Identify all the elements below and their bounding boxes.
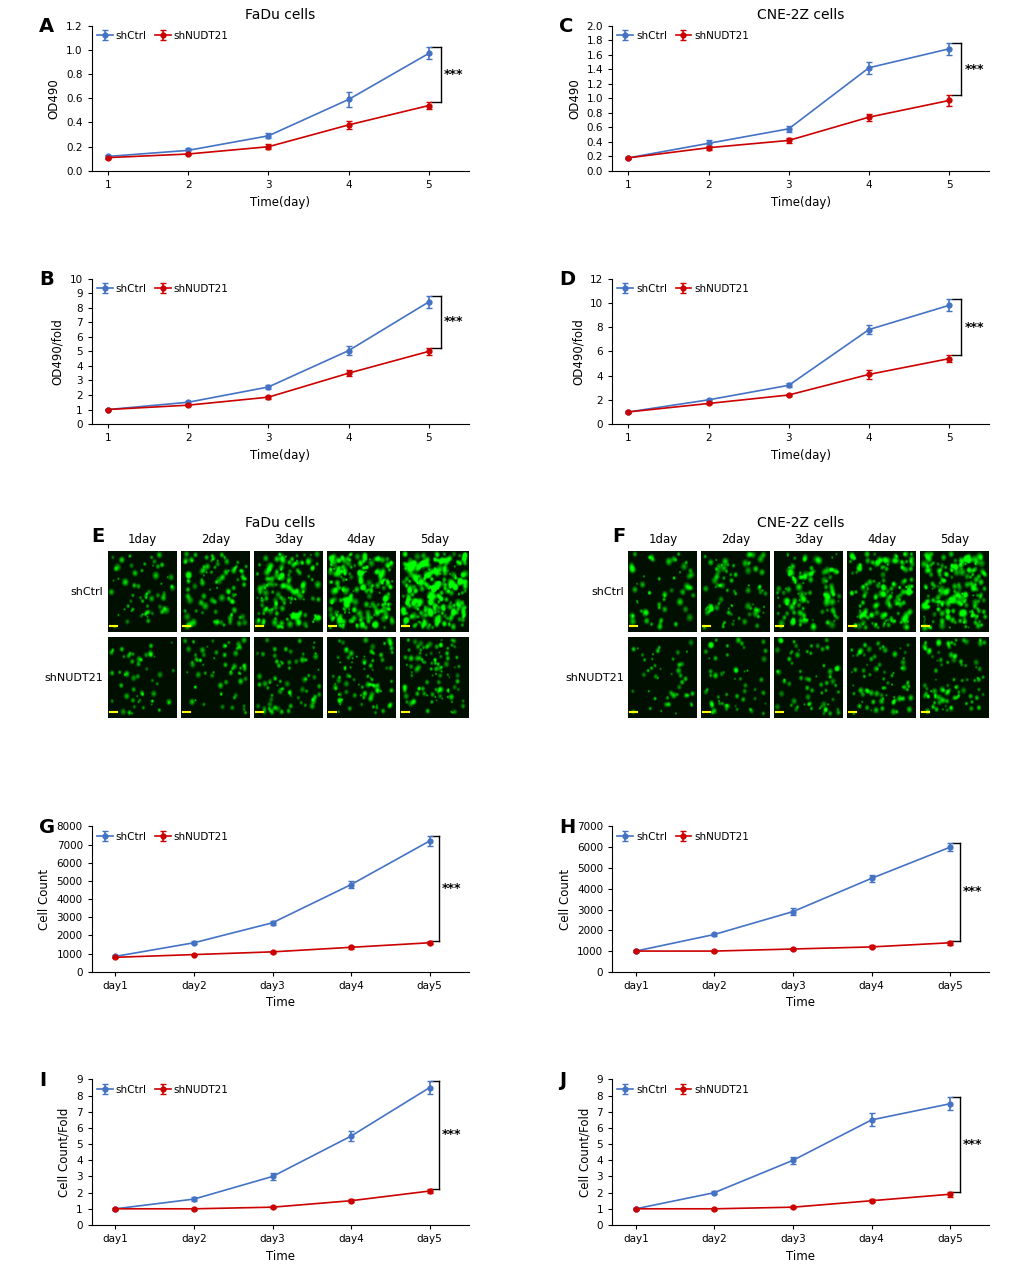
Text: F: F bbox=[611, 527, 625, 546]
Text: ***: *** bbox=[962, 1138, 981, 1151]
Y-axis label: OD490/fold: OD490/fold bbox=[51, 318, 64, 385]
Text: 3day: 3day bbox=[273, 532, 303, 546]
Text: shNUDT21: shNUDT21 bbox=[45, 672, 104, 683]
Text: shNUDT21: shNUDT21 bbox=[565, 672, 624, 683]
X-axis label: Time: Time bbox=[266, 1249, 294, 1262]
Legend: shCtrl, shNUDT21: shCtrl, shNUDT21 bbox=[616, 31, 748, 41]
Legend: shCtrl, shNUDT21: shCtrl, shNUDT21 bbox=[616, 832, 748, 842]
Text: ***: *** bbox=[443, 315, 463, 328]
Legend: shCtrl, shNUDT21: shCtrl, shNUDT21 bbox=[616, 283, 748, 293]
Text: 1day: 1day bbox=[127, 532, 157, 546]
Text: E: E bbox=[92, 527, 105, 546]
Y-axis label: OD490: OD490 bbox=[48, 78, 60, 119]
Text: I: I bbox=[39, 1071, 46, 1090]
X-axis label: Time(day): Time(day) bbox=[250, 449, 310, 462]
Text: ***: *** bbox=[443, 68, 463, 82]
X-axis label: Time(day): Time(day) bbox=[770, 195, 830, 208]
Text: G: G bbox=[39, 818, 55, 837]
Text: H: H bbox=[558, 818, 575, 837]
Text: ***: *** bbox=[962, 886, 981, 898]
Text: CNE-2Z cells: CNE-2Z cells bbox=[756, 516, 844, 530]
X-axis label: Time(day): Time(day) bbox=[250, 195, 310, 208]
X-axis label: Time: Time bbox=[786, 1249, 814, 1262]
Text: ***: *** bbox=[964, 320, 983, 333]
Title: FaDu cells: FaDu cells bbox=[245, 8, 315, 22]
Text: 5day: 5day bbox=[419, 532, 448, 546]
Title: CNE-2Z cells: CNE-2Z cells bbox=[756, 8, 844, 22]
Legend: shCtrl, shNUDT21: shCtrl, shNUDT21 bbox=[97, 1085, 228, 1095]
Text: 5day: 5day bbox=[940, 532, 968, 546]
Text: B: B bbox=[39, 271, 54, 288]
Text: 2day: 2day bbox=[201, 532, 230, 546]
Legend: shCtrl, shNUDT21: shCtrl, shNUDT21 bbox=[616, 1085, 748, 1095]
Y-axis label: Cell Count/Fold: Cell Count/Fold bbox=[57, 1108, 70, 1197]
X-axis label: Time(day): Time(day) bbox=[770, 449, 830, 462]
Text: 3day: 3day bbox=[794, 532, 822, 546]
Text: ***: *** bbox=[964, 63, 983, 75]
Y-axis label: Cell Count: Cell Count bbox=[558, 869, 571, 930]
Text: J: J bbox=[558, 1071, 566, 1090]
Y-axis label: Cell Count: Cell Count bbox=[38, 869, 51, 930]
Text: C: C bbox=[558, 17, 574, 36]
X-axis label: Time: Time bbox=[786, 997, 814, 1009]
Text: D: D bbox=[558, 271, 575, 288]
Y-axis label: OD490: OD490 bbox=[568, 78, 581, 119]
Legend: shCtrl, shNUDT21: shCtrl, shNUDT21 bbox=[97, 832, 228, 842]
X-axis label: Time: Time bbox=[266, 997, 294, 1009]
Text: 4day: 4day bbox=[866, 532, 896, 546]
Text: 4day: 4day bbox=[346, 532, 376, 546]
Y-axis label: OD490/fold: OD490/fold bbox=[571, 318, 584, 385]
Legend: shCtrl, shNUDT21: shCtrl, shNUDT21 bbox=[97, 283, 228, 293]
Text: 2day: 2day bbox=[720, 532, 750, 546]
Legend: shCtrl, shNUDT21: shCtrl, shNUDT21 bbox=[97, 31, 228, 41]
Text: A: A bbox=[39, 17, 54, 36]
Text: FaDu cells: FaDu cells bbox=[245, 516, 315, 530]
Text: shCtrl: shCtrl bbox=[71, 587, 104, 597]
Text: ***: *** bbox=[442, 882, 462, 894]
Text: ***: *** bbox=[442, 1128, 462, 1141]
Y-axis label: Cell Count/Fold: Cell Count/Fold bbox=[578, 1108, 590, 1197]
Text: 1day: 1day bbox=[648, 532, 677, 546]
Text: shCtrl: shCtrl bbox=[591, 587, 624, 597]
